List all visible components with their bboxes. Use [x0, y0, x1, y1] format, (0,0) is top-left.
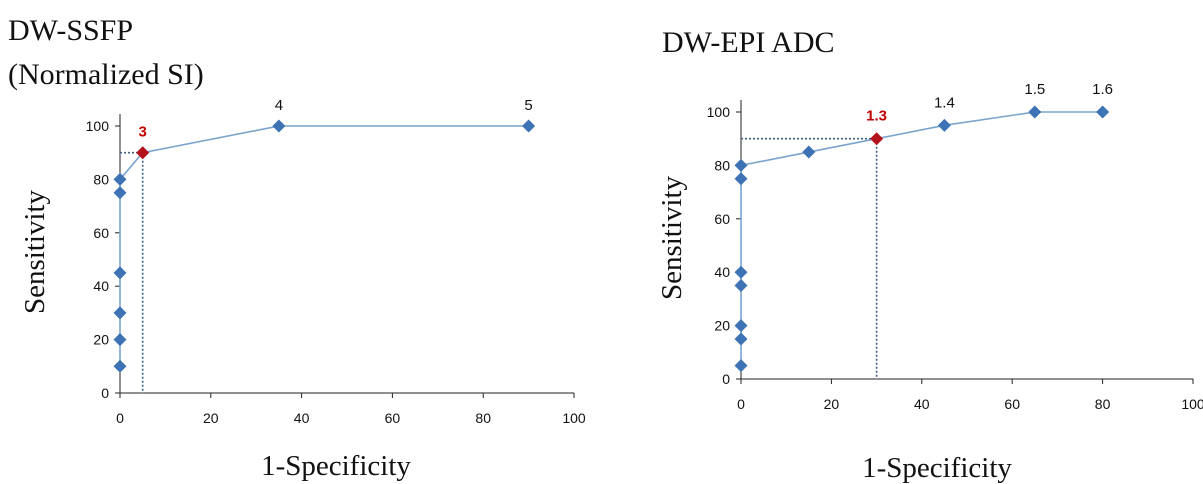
- chart-title: DW-EPI ADC: [662, 26, 835, 59]
- data-point-marker: [113, 186, 127, 200]
- data-point-marker: [113, 306, 127, 320]
- axes: 0 20 40 60 80 100 0 20 40 60 80 100: [707, 100, 1203, 412]
- x-tick-label: 0: [116, 410, 124, 426]
- data-point-marker: [272, 119, 286, 133]
- data-point-marker: [734, 279, 748, 293]
- roc-panel-dw-ssfp: DW-SSFP (Normalized SI) Sensitivity 1-Sp…: [8, 14, 586, 482]
- x-axis-label: 1-Specificity: [862, 452, 1012, 484]
- y-tick-label: 100: [707, 104, 731, 120]
- roc-series: 3 4 5: [113, 97, 536, 373]
- x-tick-label: 60: [385, 410, 401, 426]
- chart-title-line-2: (Normalized SI): [8, 58, 204, 91]
- x-tick-label: 40: [294, 410, 310, 426]
- roc-curve-line: [119, 125, 529, 367]
- x-axis-label: 1-Specificity: [261, 450, 411, 482]
- y-axis-label: Sensitivity: [19, 189, 51, 314]
- y-tick-label: 20: [93, 332, 109, 348]
- y-tick-label: 80: [714, 157, 730, 173]
- cutoff-guides: [120, 151, 144, 393]
- data-point-marker: [734, 359, 748, 373]
- point-threshold-label: 1.4: [934, 94, 955, 111]
- data-point-marker: [802, 145, 816, 159]
- data-point-marker: [734, 319, 748, 333]
- point-threshold-label: 4: [275, 97, 283, 114]
- data-point-marker: [937, 118, 951, 132]
- y-tick-label: 60: [714, 211, 730, 227]
- optimal-cutoff-marker: [136, 146, 150, 160]
- data-point-marker: [113, 359, 127, 373]
- y-axis-label: Sensitivity: [656, 175, 688, 300]
- y-tick-label: 0: [101, 385, 109, 401]
- y-tick-label: 40: [714, 264, 730, 280]
- x-tick-label: 0: [737, 396, 745, 412]
- x-tick-label: 80: [1095, 396, 1111, 412]
- data-point-marker: [113, 172, 127, 186]
- data-point-marker: [734, 172, 748, 186]
- x-tick-label: 20: [203, 410, 219, 426]
- roc-curve-line: [740, 111, 1103, 366]
- optimal-cutoff-label: 1.3: [866, 108, 887, 125]
- point-threshold-label: 5: [524, 97, 532, 114]
- y-tick-label: 60: [93, 225, 109, 241]
- x-tick-label: 100: [562, 410, 586, 426]
- data-point-marker: [1096, 105, 1110, 119]
- y-tick-label: 80: [93, 171, 109, 187]
- y-tick-label: 40: [93, 278, 109, 294]
- y-tick-label: 0: [722, 371, 730, 387]
- x-tick-label: 40: [914, 396, 930, 412]
- x-tick-label: 20: [824, 396, 840, 412]
- optimal-cutoff-label: 3: [139, 124, 147, 141]
- y-tick-label: 100: [86, 118, 110, 134]
- data-point-marker: [734, 265, 748, 279]
- axes: 0 20 40 60 80 100 0 20 40 60 80 100: [86, 114, 586, 426]
- optimal-cutoff-marker: [870, 132, 884, 146]
- roc-series: 1.3 1.4 1.5 1.6: [734, 81, 1113, 373]
- point-threshold-label: 1.5: [1024, 81, 1045, 98]
- roc-panel-dw-epi-adc: DW-EPI ADC Sensitivity 1-Specificity 0 20…: [656, 26, 1203, 484]
- x-tick-label: 100: [1181, 396, 1203, 412]
- data-point-marker: [113, 333, 127, 347]
- data-point-marker: [734, 158, 748, 172]
- point-threshold-label: 1.6: [1092, 81, 1113, 98]
- data-point-marker: [113, 266, 127, 280]
- data-point-marker: [1028, 105, 1042, 119]
- x-tick-label: 80: [475, 410, 491, 426]
- chart-title-line-1: DW-SSFP: [8, 14, 133, 47]
- cutoff-guides: [741, 137, 878, 379]
- x-tick-label: 60: [1004, 396, 1020, 412]
- data-point-marker: [734, 332, 748, 346]
- data-point-marker: [522, 119, 536, 133]
- y-tick-label: 20: [714, 318, 730, 334]
